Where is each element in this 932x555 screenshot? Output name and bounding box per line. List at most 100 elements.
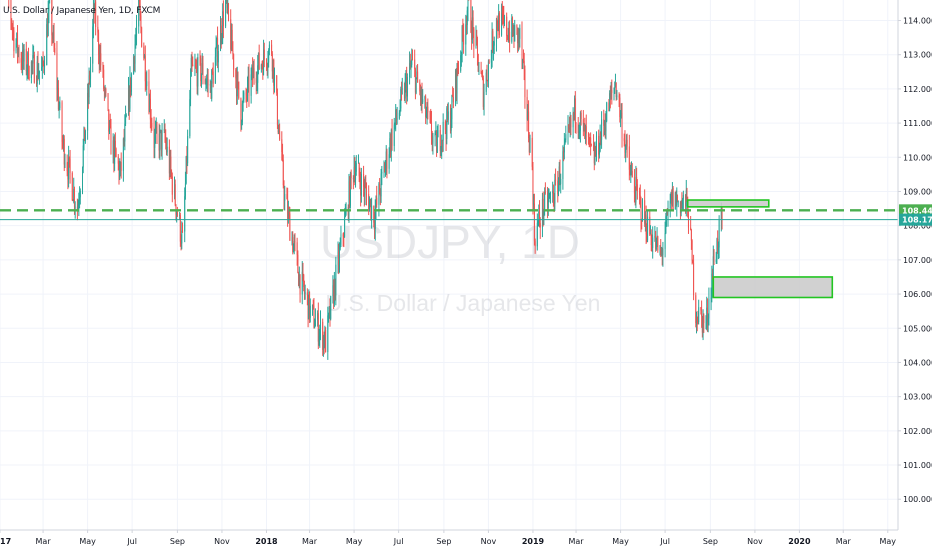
- candle-body: [613, 87, 615, 94]
- candle-body: [579, 130, 581, 132]
- candle-body: [98, 32, 100, 55]
- candle-body: [133, 56, 135, 75]
- candle-body: [588, 137, 590, 138]
- candle-body: [304, 292, 306, 294]
- candle-body: [256, 82, 258, 84]
- candle-body: [476, 39, 478, 54]
- candle-body: [165, 143, 167, 153]
- candle-body: [384, 165, 386, 173]
- candle-body: [63, 138, 65, 143]
- candle-body: [166, 146, 168, 153]
- candle-body: [650, 233, 652, 246]
- candle-body: [343, 236, 345, 238]
- candle-body: [552, 191, 554, 194]
- candle-body: [620, 113, 622, 118]
- candle-body: [100, 53, 102, 66]
- candle-body: [436, 136, 438, 153]
- candle-body: [562, 151, 564, 180]
- candle-body: [445, 129, 447, 139]
- candle-body: [109, 122, 111, 132]
- candle-body: [288, 210, 290, 214]
- candle-body: [143, 46, 145, 59]
- candle-body: [273, 59, 275, 86]
- candle-body: [664, 232, 666, 249]
- candle-body: [217, 51, 219, 63]
- candle-body: [328, 313, 330, 316]
- candle-body: [702, 315, 704, 333]
- candle-body: [197, 57, 199, 87]
- candle-body: [578, 131, 580, 133]
- candle-body: [180, 241, 182, 244]
- candle-body: [687, 200, 689, 217]
- candle-body: [353, 166, 355, 180]
- candle-body: [710, 297, 712, 299]
- candle-body: [237, 74, 239, 82]
- candle-body: [585, 126, 587, 134]
- candle-body: [333, 279, 335, 304]
- candle-body: [531, 137, 533, 167]
- candle-body: [598, 135, 600, 155]
- candle-body: [721, 208, 723, 220]
- candle-body: [548, 195, 550, 199]
- candle-body: [654, 236, 656, 238]
- candle-body: [277, 125, 279, 133]
- candle-body: [282, 159, 284, 186]
- candle-body: [695, 318, 697, 324]
- candle-body: [406, 77, 408, 97]
- price-tag-bg: [899, 204, 932, 217]
- candle-body: [238, 81, 240, 99]
- candle-body: [135, 36, 137, 45]
- candle-body: [31, 62, 33, 64]
- candle-body: [339, 244, 341, 249]
- candle-body: [572, 112, 574, 128]
- candle-body: [629, 169, 631, 176]
- candle-body: [201, 73, 203, 82]
- candle-body: [257, 52, 259, 66]
- candle-body: [680, 203, 682, 213]
- candle-body: [284, 193, 286, 201]
- candle-body: [230, 29, 232, 50]
- time-axis[interactable]: 2017 Mar May Jul Sep Nov 2018 Mar May Jul Sep Nov 20…: [0, 529, 898, 546]
- candle-body: [512, 28, 514, 34]
- candle-body: [322, 321, 324, 350]
- candle-body: [173, 184, 175, 195]
- candle-body: [420, 88, 422, 100]
- candle-body: [221, 36, 223, 40]
- candle-body: [553, 202, 555, 204]
- watermark-name: U.S. Dollar / Japanese Yen: [326, 290, 601, 316]
- candle-body: [349, 172, 351, 206]
- candle-body: [641, 200, 643, 222]
- candle-body: [344, 213, 346, 218]
- candle-body: [614, 87, 616, 89]
- candle-body: [333, 285, 335, 304]
- candle-body: [174, 184, 176, 205]
- candle-body: [154, 134, 156, 148]
- candle-body: [671, 187, 673, 206]
- candle-body: [703, 315, 705, 324]
- candle-body: [129, 77, 131, 109]
- candle-body: [348, 181, 350, 216]
- candle-body: [28, 77, 30, 79]
- candle-body: [570, 118, 572, 128]
- candle-body: [311, 304, 313, 306]
- candle-body: [652, 237, 654, 248]
- candle-body: [582, 119, 584, 125]
- candle-body: [389, 138, 391, 155]
- candle-body: [260, 64, 262, 70]
- candle-body: [537, 221, 539, 223]
- candle-body: [517, 30, 519, 44]
- candle-body: [181, 230, 183, 244]
- candle-body: [179, 215, 181, 242]
- candle-body: [196, 67, 198, 87]
- candle-body: [57, 87, 59, 110]
- candle-body: [620, 113, 622, 114]
- candle-body: [595, 135, 597, 156]
- price-axis[interactable]: 100.000 101.000 102.000 103.000 104.000 105.0…: [897, 0, 932, 530]
- candle-body: [533, 203, 535, 242]
- candle-body: [185, 156, 187, 184]
- candle-body: [309, 305, 311, 318]
- candle-body: [201, 63, 203, 74]
- candle-body: [84, 127, 86, 142]
- candle-body: [406, 76, 408, 97]
